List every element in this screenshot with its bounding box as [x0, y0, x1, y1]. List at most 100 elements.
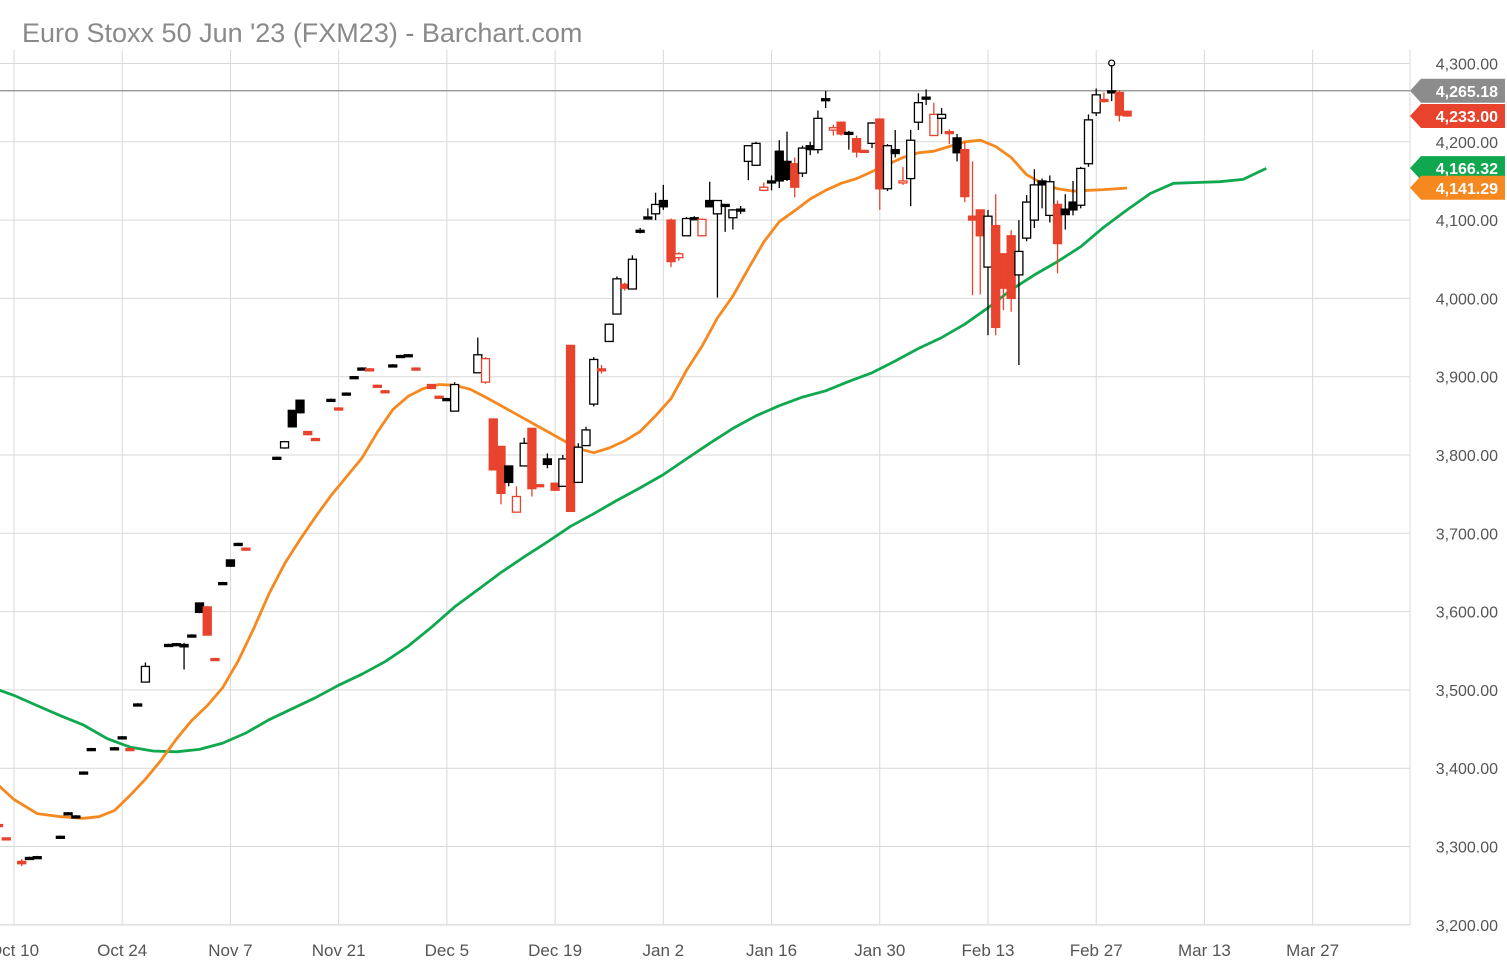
candle	[759, 182, 769, 192]
y-tick-label: 4,300.00	[1436, 57, 1498, 74]
candle-body	[1107, 90, 1117, 94]
price-badge-shape	[1410, 156, 1505, 181]
candle-body	[24, 856, 35, 861]
candle	[357, 367, 367, 371]
candle-body	[86, 747, 96, 752]
candle	[496, 445, 506, 505]
candle-body	[681, 217, 692, 237]
candle	[519, 437, 529, 467]
candle-body	[991, 224, 1001, 329]
price-badge-label: 4,166.32	[1436, 161, 1498, 178]
candle-body	[998, 253, 1009, 289]
candle	[349, 375, 359, 380]
candle-body	[867, 122, 877, 145]
candle-body	[1021, 201, 1032, 239]
candle	[32, 855, 42, 860]
price-badge-shape	[1410, 175, 1505, 200]
candle-body	[627, 258, 638, 290]
candle-body	[542, 458, 553, 466]
candle-body	[218, 581, 228, 586]
candle-body	[565, 344, 576, 513]
candle-body	[187, 634, 197, 638]
candle-body	[658, 199, 668, 208]
candle	[1021, 195, 1032, 242]
candle-body	[697, 218, 707, 237]
candle-body	[650, 203, 661, 215]
candle-body	[944, 130, 954, 135]
candle	[1114, 90, 1125, 122]
candle	[388, 364, 398, 368]
candle	[766, 175, 777, 191]
candle-body	[983, 215, 993, 268]
candle	[78, 771, 89, 775]
candle	[17, 859, 27, 867]
candle-body	[805, 145, 815, 151]
candle	[1, 837, 11, 841]
candle-body	[844, 131, 854, 136]
candle	[573, 443, 583, 484]
candle	[689, 216, 699, 221]
candle-body	[349, 376, 359, 380]
candle-body	[233, 542, 243, 547]
candle-body	[558, 458, 568, 487]
candle-body	[179, 643, 189, 648]
candle-body	[334, 407, 344, 411]
candle-body	[735, 208, 746, 212]
price-badge-shape	[1410, 78, 1505, 103]
candle-body	[63, 812, 73, 816]
candle	[194, 602, 205, 614]
price-badge-label: 4,265.18	[1436, 84, 1498, 101]
candle	[550, 482, 560, 492]
candle-body	[643, 216, 653, 220]
candle	[71, 815, 81, 819]
candle	[426, 383, 437, 390]
price-badge-shape	[1410, 103, 1505, 128]
candle-body	[573, 446, 583, 484]
candle	[140, 662, 151, 683]
candle	[697, 218, 707, 237]
candle-body	[1, 837, 11, 841]
candle-body	[743, 145, 753, 163]
y-tick-label: 4,200.00	[1436, 135, 1498, 152]
candle	[411, 367, 421, 371]
candle-body	[596, 368, 607, 372]
candle	[372, 384, 382, 388]
candle	[558, 455, 568, 487]
candle-body	[674, 253, 684, 259]
candle-body	[480, 358, 491, 383]
candle-body	[712, 199, 723, 215]
candle	[805, 141, 815, 156]
candle	[225, 559, 236, 567]
x-tick-label: Dec 5	[425, 941, 469, 960]
candle	[890, 130, 900, 158]
price-badge: 4,265.18	[1410, 78, 1505, 103]
price-badges: 4,265.18 4,233.00 4,166.32 4,141.29	[1410, 78, 1505, 200]
candle	[1091, 88, 1101, 116]
candle	[735, 206, 746, 214]
candle-body	[403, 354, 413, 358]
candle-body	[388, 364, 398, 368]
candle	[1045, 175, 1055, 223]
candle-body	[442, 397, 452, 402]
candle	[542, 453, 553, 469]
candle	[163, 643, 174, 648]
candle	[133, 703, 143, 707]
candle	[1029, 169, 1040, 228]
price-badge: 4,233.00	[1410, 103, 1505, 128]
candle-body	[125, 747, 135, 752]
candle	[218, 581, 228, 586]
candle-body	[929, 113, 939, 137]
candle	[310, 437, 321, 442]
candle	[643, 208, 653, 220]
candle-body	[890, 148, 900, 155]
candle-body	[1037, 180, 1047, 186]
candle	[364, 368, 375, 372]
candle	[1099, 92, 1109, 103]
x-tick-label: Feb 13	[962, 941, 1015, 960]
candle-body	[1114, 91, 1125, 116]
x-tick-label: Jan 30	[854, 941, 905, 960]
moving-averages	[0, 138, 1267, 820]
x-tick-label: Oct 24	[97, 941, 147, 960]
candle	[674, 252, 684, 261]
